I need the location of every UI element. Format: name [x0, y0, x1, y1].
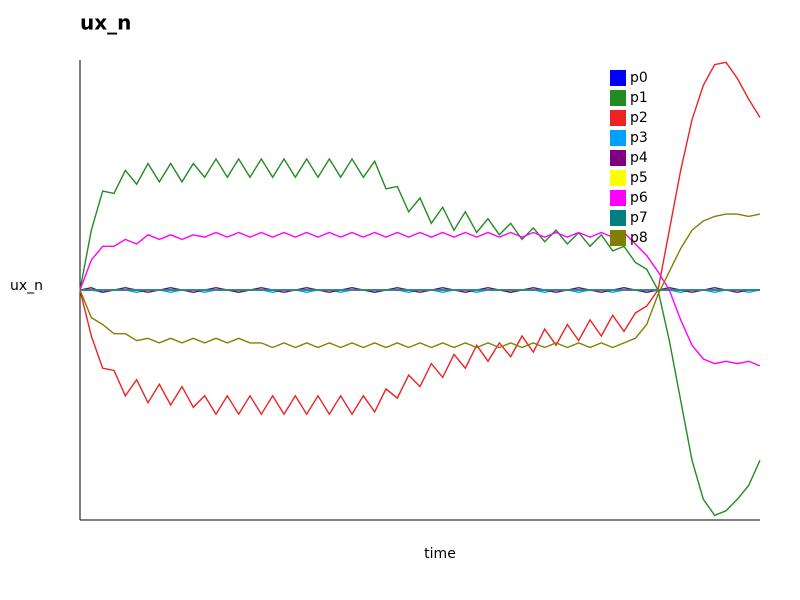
legend-label: p6	[630, 190, 648, 206]
legend-swatch	[610, 230, 626, 246]
legend-swatch	[610, 130, 626, 146]
legend-swatch	[610, 170, 626, 186]
legend-swatch	[610, 210, 626, 226]
legend: p0 p1 p2 p3 p4 p5 p6 p7 p8	[610, 70, 648, 246]
legend-swatch	[610, 110, 626, 126]
series-line	[79, 231, 761, 367]
legend-label: p4	[630, 150, 648, 166]
legend-swatch	[610, 90, 626, 106]
legend-swatch	[610, 150, 626, 166]
series-line	[79, 286, 760, 294]
x-axis-label: time	[424, 546, 456, 562]
legend-label: p2	[630, 110, 648, 126]
plot-area	[79, 61, 761, 517]
legend-swatch	[610, 190, 626, 206]
legend-label: p8	[630, 230, 648, 246]
legend-label: p3	[630, 130, 648, 146]
legend-swatch	[610, 70, 626, 86]
legend-label: p5	[630, 170, 648, 186]
legend-label: p7	[630, 210, 648, 226]
chart-title: ux_n	[80, 11, 131, 35]
legend-label: p0	[630, 70, 648, 86]
series-line	[79, 61, 761, 416]
legend-label: p1	[630, 90, 648, 106]
series-line	[79, 213, 761, 349]
series-line	[79, 157, 761, 517]
y-axis-label: ux_n	[10, 278, 43, 294]
